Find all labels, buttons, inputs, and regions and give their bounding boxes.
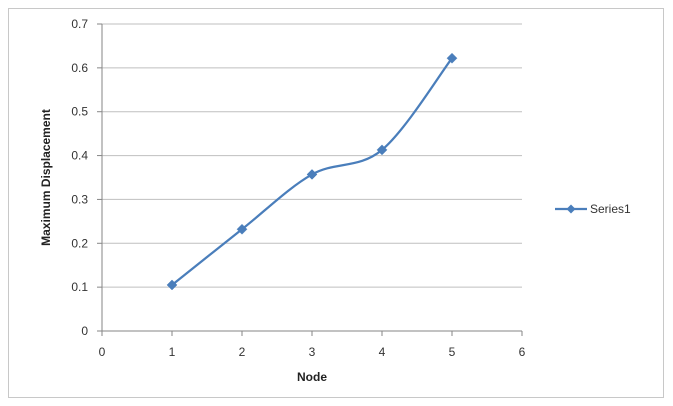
y-axis-title: Maximum Displacement [39,109,53,246]
legend: Series1 [555,202,631,216]
x-tick-label: 6 [519,345,526,359]
legend-label-series1: Series1 [590,202,631,216]
series-layer [166,52,458,291]
y-tick-label: 0.4 [71,149,88,163]
y-tick-label: 0.6 [71,61,88,75]
x-tick-label: 1 [169,345,176,359]
y-tick-label: 0 [81,324,88,338]
x-tick-label: 0 [99,345,106,359]
axes [97,23,523,336]
y-tick-label: 0.1 [71,280,88,294]
x-tick-label: 5 [449,345,456,359]
data-point [166,279,178,291]
y-tick-label: 0.5 [71,105,88,119]
y-tick-label: 0.2 [71,236,88,250]
data-point [306,169,318,180]
x-tick-labels: 0 1 2 3 4 5 6 [99,345,526,359]
y-tick-labels: 0 0.1 0.2 0.3 0.4 0.5 0.6 0.7 [71,17,88,338]
data-point [376,144,388,156]
x-tick-label: 3 [309,345,316,359]
x-tick-label: 4 [379,345,386,359]
y-tick-label: 0.7 [71,17,88,31]
data-point [446,52,458,64]
x-axis-title: Node [297,370,327,384]
chart-frame [8,8,664,398]
y-tick-label: 0.3 [71,192,88,206]
gridlines [102,23,522,288]
legend-marker-series1 [566,204,576,214]
x-tick-label: 2 [239,345,246,359]
data-point [236,223,248,235]
